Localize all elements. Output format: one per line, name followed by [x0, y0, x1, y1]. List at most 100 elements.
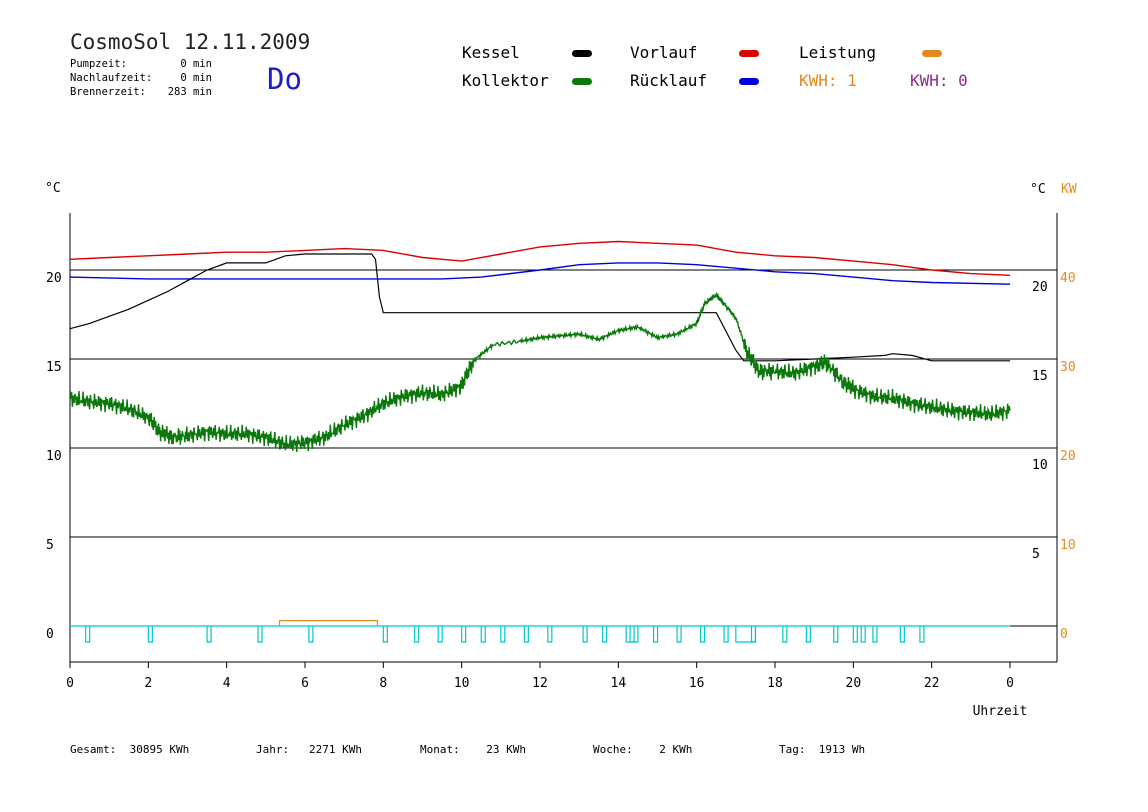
x-tick-label: 0 [1006, 676, 1014, 691]
leistung-series [278, 620, 379, 626]
legend-ruecklauf-swatch [739, 78, 759, 85]
stat-nachlaufzeit: Nachlaufzeit: 0 min [70, 72, 212, 84]
stat-value: 0 min [180, 72, 212, 84]
x-tick-label: 10 [454, 676, 470, 691]
pump-pulse [805, 626, 811, 643]
legend-leistung-swatch [922, 50, 942, 57]
stat-pumpzeit: Pumpzeit: 0 min [70, 58, 212, 70]
y-tick-label-right: 10 [1032, 458, 1048, 473]
pump-pulse [547, 626, 553, 643]
y-tick-label-left: 0 [46, 627, 54, 642]
series-line-kollektor [69, 291, 1011, 452]
pump-pulse-wide [625, 626, 639, 643]
stat-brennerzeit: Brennerzeit: 283 min [70, 86, 212, 98]
footer-value: 2271 KWh [309, 743, 362, 756]
pump-pulse [833, 626, 839, 643]
footer-value: 30895 KWh [129, 743, 190, 756]
pump-signal [70, 625, 1010, 643]
footer-value: 23 KWh [486, 743, 526, 756]
pump-pulse [582, 626, 588, 643]
pump-pulse [437, 626, 443, 643]
pump-pulse [602, 626, 608, 643]
footer-value: 2 KWh [659, 743, 693, 756]
x-tick-label: 12 [532, 676, 548, 691]
pump-pulse [523, 626, 529, 643]
x-tick-label: 8 [379, 676, 387, 691]
weekday-label: Do [267, 62, 302, 96]
y-tick-label-right: 5 [1032, 547, 1040, 562]
legend-kollektor-label: Kollektor [462, 71, 549, 90]
legend-kessel-swatch [572, 50, 592, 57]
legend-kessel-label: Kessel [462, 43, 520, 62]
pump-pulse [308, 626, 314, 643]
y-tick-label-right: 15 [1032, 369, 1048, 384]
stat-value: 0 min [180, 58, 212, 70]
legend-kwh-2: KWH: 0 [910, 71, 968, 90]
footer-label: Woche: [593, 743, 633, 756]
pump-pulse [899, 626, 905, 643]
y-axis-label-right: °C [1030, 182, 1046, 197]
pump-pulse [860, 626, 866, 643]
y-axis-label-kw: KW [1061, 182, 1077, 197]
temperature-series [69, 240, 1011, 452]
x-tick-label: 18 [767, 676, 783, 691]
pump-pulse [652, 626, 659, 643]
pump-pulse-wide [735, 626, 757, 643]
pump-pulse [414, 626, 420, 643]
x-tick-label: 16 [689, 676, 705, 691]
stat-label: Brennerzeit: [70, 86, 146, 98]
y-tick-label-left: 15 [46, 360, 62, 375]
pump-pulse [872, 626, 878, 643]
y-tick-label-right: 20 [1032, 280, 1048, 295]
x-tick-label: 0 [66, 676, 74, 691]
pump-pulse [723, 626, 729, 643]
stat-label: Pumpzeit: [70, 58, 127, 70]
x-tick-label: 20 [846, 676, 862, 691]
tick-labels: 0 2 4 6 8 10 12 14 16 18 20 22 0 Uhrzeit 0 5 10 15 20 5 10 15… [45, 181, 1077, 719]
pump-pulse [85, 626, 91, 643]
y-tick-label-kw: 40 [1060, 271, 1076, 286]
chart-axes [69, 213, 1058, 668]
pump-pulse [500, 626, 506, 643]
legend-ruecklauf-label: Rücklauf [630, 71, 708, 90]
pump-pulse [147, 626, 153, 643]
pump-pulse [461, 626, 467, 643]
legend-kwh-1: KWH: 1 [799, 71, 857, 90]
pump-pulse [206, 626, 212, 643]
series-line-vorlauf [69, 240, 1011, 276]
legend-vorlauf-swatch [739, 50, 759, 57]
pump-pulse [629, 626, 635, 643]
x-tick-label: 22 [924, 676, 940, 691]
x-tick-label: 14 [611, 676, 627, 691]
footer-label: Jahr: [256, 743, 290, 756]
footer-tag: Tag: 1913 Wh [779, 743, 865, 756]
pump-pulse [257, 626, 263, 643]
series-line-kessel [69, 253, 1010, 362]
y-tick-label-left: 5 [46, 538, 54, 553]
footer-label: Monat: [420, 743, 460, 756]
y-tick-label-kw: 30 [1060, 360, 1076, 375]
stat-label: Nachlaufzeit: [70, 72, 153, 84]
y-tick-label-kw: 20 [1060, 449, 1076, 464]
chart-title: CosmoSol 12.11.2009 [70, 30, 311, 54]
footer-label: Gesamt: [70, 743, 117, 756]
y-axis-label-left: °C [45, 181, 61, 196]
x-tick-label: 6 [301, 676, 309, 691]
legend-leistung-label: Leistung [799, 43, 877, 62]
footer-value: 1913 Wh [818, 743, 866, 756]
x-tick-label: 4 [223, 676, 231, 691]
y-tick-label-left: 20 [46, 271, 62, 286]
pump-pulse [382, 626, 388, 643]
pump-pulse [782, 626, 788, 643]
pump-pulse [480, 626, 486, 643]
legend-kollektor-swatch [572, 78, 592, 85]
y-tick-label-kw: 10 [1060, 538, 1076, 553]
series-line-ruecklauf [69, 262, 1011, 285]
stat-value: 283 min [167, 86, 212, 98]
y-tick-label-left: 10 [46, 449, 62, 464]
pump-pulse [699, 626, 706, 643]
footer-jahr: Jahr: 2271 KWh [256, 743, 362, 756]
x-axis-label: Uhrzeit [973, 704, 1028, 719]
pump-pulse [676, 626, 682, 643]
